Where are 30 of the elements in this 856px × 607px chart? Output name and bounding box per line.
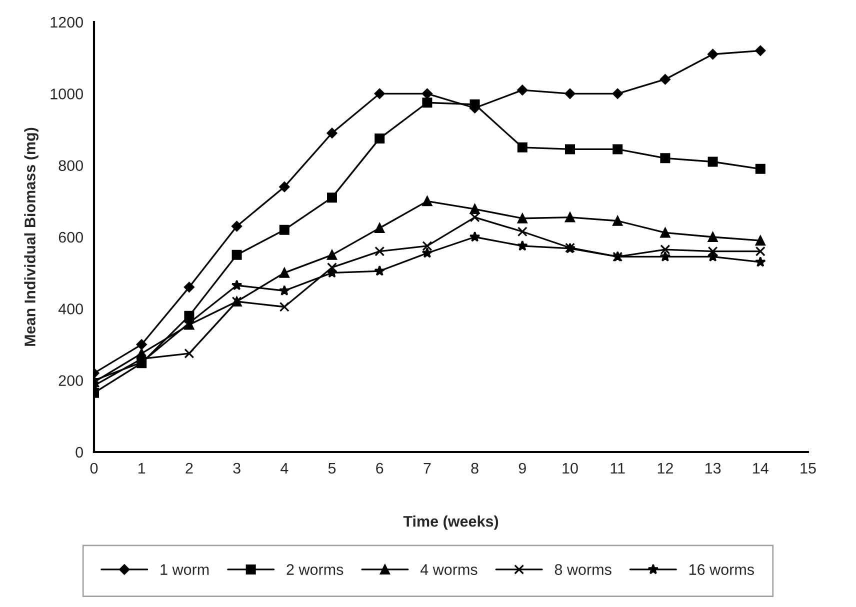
- legend-label: 16 worms: [689, 564, 754, 575]
- y-tick-label: 0: [76, 446, 83, 458]
- x-tick-label: 12: [658, 462, 673, 474]
- legend-label: 8 worms: [554, 564, 612, 575]
- legend-label: 4 worms: [420, 564, 478, 575]
- legend-label: 2 worms: [286, 564, 344, 575]
- x-tick-label: 11: [610, 462, 625, 474]
- y-tick-label: 1000: [50, 88, 83, 100]
- x-tick-label: 6: [376, 462, 384, 474]
- x-axis-title: Time (weeks): [403, 516, 498, 530]
- x-tick-label: 4: [280, 462, 288, 474]
- x-tick-label: 0: [90, 462, 98, 474]
- x-tick-label: 7: [424, 462, 431, 474]
- x-tick-label: 10: [562, 462, 578, 474]
- y-tick-label: 400: [58, 304, 83, 314]
- y-tick-label: 800: [58, 160, 83, 172]
- x-tick-label: 14: [753, 462, 768, 474]
- y-tick-label: 600: [58, 232, 83, 243]
- y-tick-label: 200: [58, 375, 83, 386]
- x-tick-label: 1: [138, 462, 146, 474]
- x-tick-label: 15: [800, 462, 816, 474]
- y-axis-title: Mean Individual Biomass (mg): [24, 128, 38, 346]
- x-tick-label: 9: [518, 462, 526, 474]
- x-tick-label: 2: [186, 462, 193, 474]
- legend-label: 1 worm: [160, 564, 209, 575]
- x-tick-label: 8: [471, 462, 478, 474]
- x-tick-label: 3: [233, 462, 240, 474]
- x-tick-label: 13: [705, 462, 721, 474]
- y-tick-label: 1200: [50, 16, 83, 28]
- x-tick-label: 5: [328, 462, 336, 474]
